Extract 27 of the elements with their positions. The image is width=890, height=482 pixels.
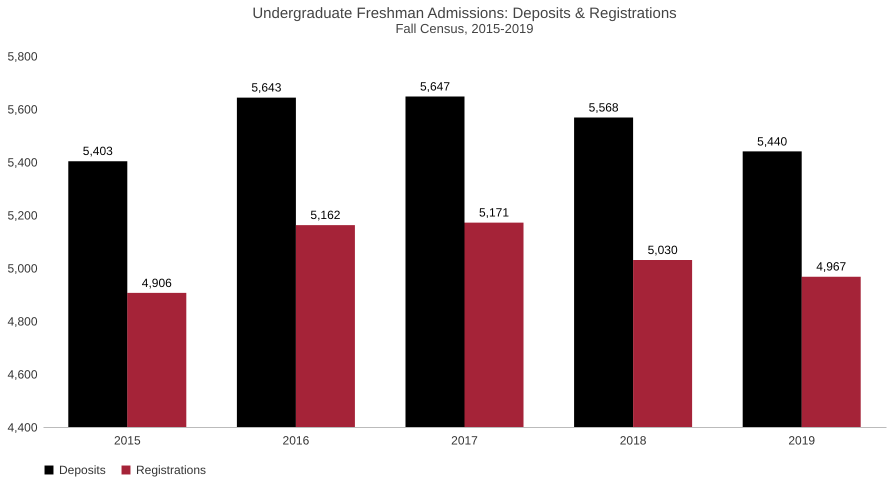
chart-subtitle: Fall Census, 2015-2019 (395, 21, 534, 36)
data-label: 4,967 (816, 260, 847, 274)
x-tick-label: 2019 (788, 434, 816, 448)
data-label: 5,171 (478, 206, 510, 220)
x-tick-label: 2015 (114, 434, 141, 448)
data-label: 4,906 (142, 276, 172, 290)
x-tick-label: 2016 (282, 434, 310, 448)
chart-title: Undergraduate Freshman Admissions: Deposits & Registrations (252, 5, 677, 22)
y-tick-label: 4,400 (7, 420, 38, 434)
legend-label: Deposits (59, 463, 106, 477)
data-label: 5,030 (648, 243, 678, 258)
y-tick-label: 5,800 (7, 50, 38, 64)
x-tick-label: 2017 (451, 434, 478, 448)
data-label: 5,403 (82, 144, 114, 158)
y-tick-label: 4,800 (7, 314, 38, 328)
x-tick-label: 2018 (620, 434, 647, 448)
data-label: 5,162 (310, 208, 341, 222)
data-label: 5,643 (251, 80, 282, 95)
data-label: 5,647 (420, 80, 450, 94)
legend-label: Registrations (136, 463, 206, 477)
data-label: 5,440 (757, 134, 788, 148)
data-label: 5,568 (588, 100, 619, 114)
y-tick-label: 5,200 (7, 208, 38, 222)
y-tick-label: 4,600 (7, 368, 38, 382)
y-tick-label: 5,600 (7, 102, 38, 116)
y-tick-label: 5,400 (7, 156, 38, 170)
y-tick-label: 5,000 (7, 262, 38, 276)
